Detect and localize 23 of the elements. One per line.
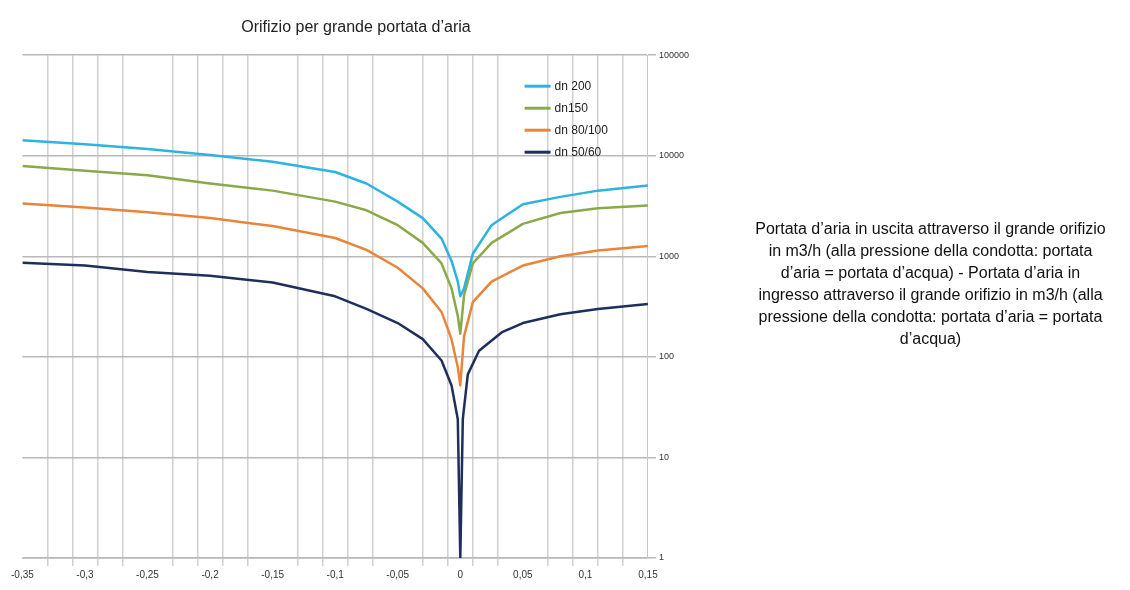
x-tick-label: 0,15 — [638, 568, 659, 580]
x-tick-label: -0,2 — [201, 568, 220, 580]
y-tick-label: 10000 — [658, 150, 684, 161]
legend-label: dn 200 — [554, 78, 592, 93]
y-tick-label: 100000 — [658, 49, 690, 60]
legend-label: dn 80/100 — [554, 122, 609, 137]
x-tick-label: -0,25 — [136, 568, 160, 580]
x-tick-label: -0,35 — [11, 568, 35, 580]
y-tick-label: 10 — [658, 451, 669, 462]
x-tick-label: 0 — [457, 568, 464, 580]
x-tick-label: -0,05 — [386, 568, 410, 580]
y-tick-label: 1000 — [658, 250, 679, 261]
legend-label: dn 50/60 — [554, 144, 602, 159]
y-tick-label: 100 — [658, 351, 674, 362]
legend-label: dn150 — [554, 100, 589, 115]
y-tick-label: 1 — [658, 552, 664, 563]
x-tick-label: 0,05 — [513, 568, 534, 580]
x-tick-label: -0,1 — [326, 568, 345, 580]
x-tick-label: 0,1 — [578, 568, 593, 580]
text: Portata d’aria in uscita attraverso il grande orifizio in m3/h (alla pressione della condotta: portata d’aria = portata d’acqua) - Portata d’aria in ingresso attraverso il grande orifizio in m3/h (alla pressione della condotta: portata d’aria = portata d’acqua) — [754, 219, 1107, 349]
chart-title: Orifizio per grande portata d’aria — [241, 18, 471, 36]
x-tick-label: -0,15 — [261, 568, 285, 580]
x-tick-label: -0,3 — [76, 568, 95, 580]
